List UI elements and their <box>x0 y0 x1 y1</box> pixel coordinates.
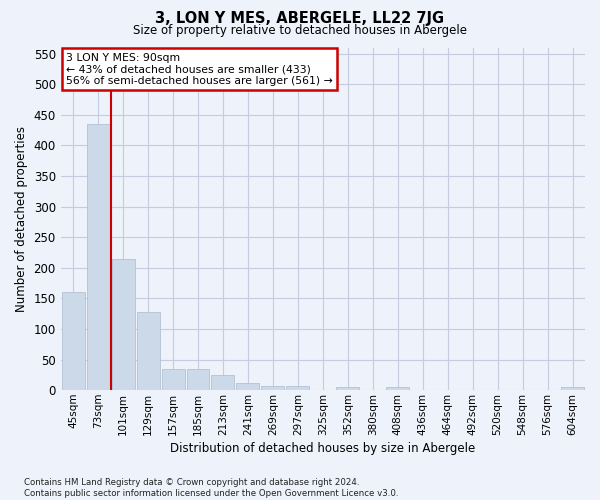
Bar <box>137 312 160 390</box>
Y-axis label: Number of detached properties: Number of detached properties <box>15 126 28 312</box>
Text: 3 LON Y MES: 90sqm
← 43% of detached houses are smaller (433)
56% of semi-detach: 3 LON Y MES: 90sqm ← 43% of detached hou… <box>66 52 332 86</box>
Bar <box>262 386 284 390</box>
Bar <box>561 387 584 390</box>
Bar <box>337 387 359 390</box>
Bar <box>62 292 85 390</box>
Bar <box>86 124 110 390</box>
Bar <box>286 386 310 390</box>
Bar <box>386 387 409 390</box>
Bar <box>112 258 134 390</box>
Text: Size of property relative to detached houses in Abergele: Size of property relative to detached ho… <box>133 24 467 37</box>
Bar <box>211 375 235 390</box>
Text: Contains HM Land Registry data © Crown copyright and database right 2024.
Contai: Contains HM Land Registry data © Crown c… <box>24 478 398 498</box>
Bar <box>236 383 259 390</box>
Bar <box>187 368 209 390</box>
Text: 3, LON Y MES, ABERGELE, LL22 7JG: 3, LON Y MES, ABERGELE, LL22 7JG <box>155 11 445 26</box>
X-axis label: Distribution of detached houses by size in Abergele: Distribution of detached houses by size … <box>170 442 475 455</box>
Bar <box>161 368 185 390</box>
